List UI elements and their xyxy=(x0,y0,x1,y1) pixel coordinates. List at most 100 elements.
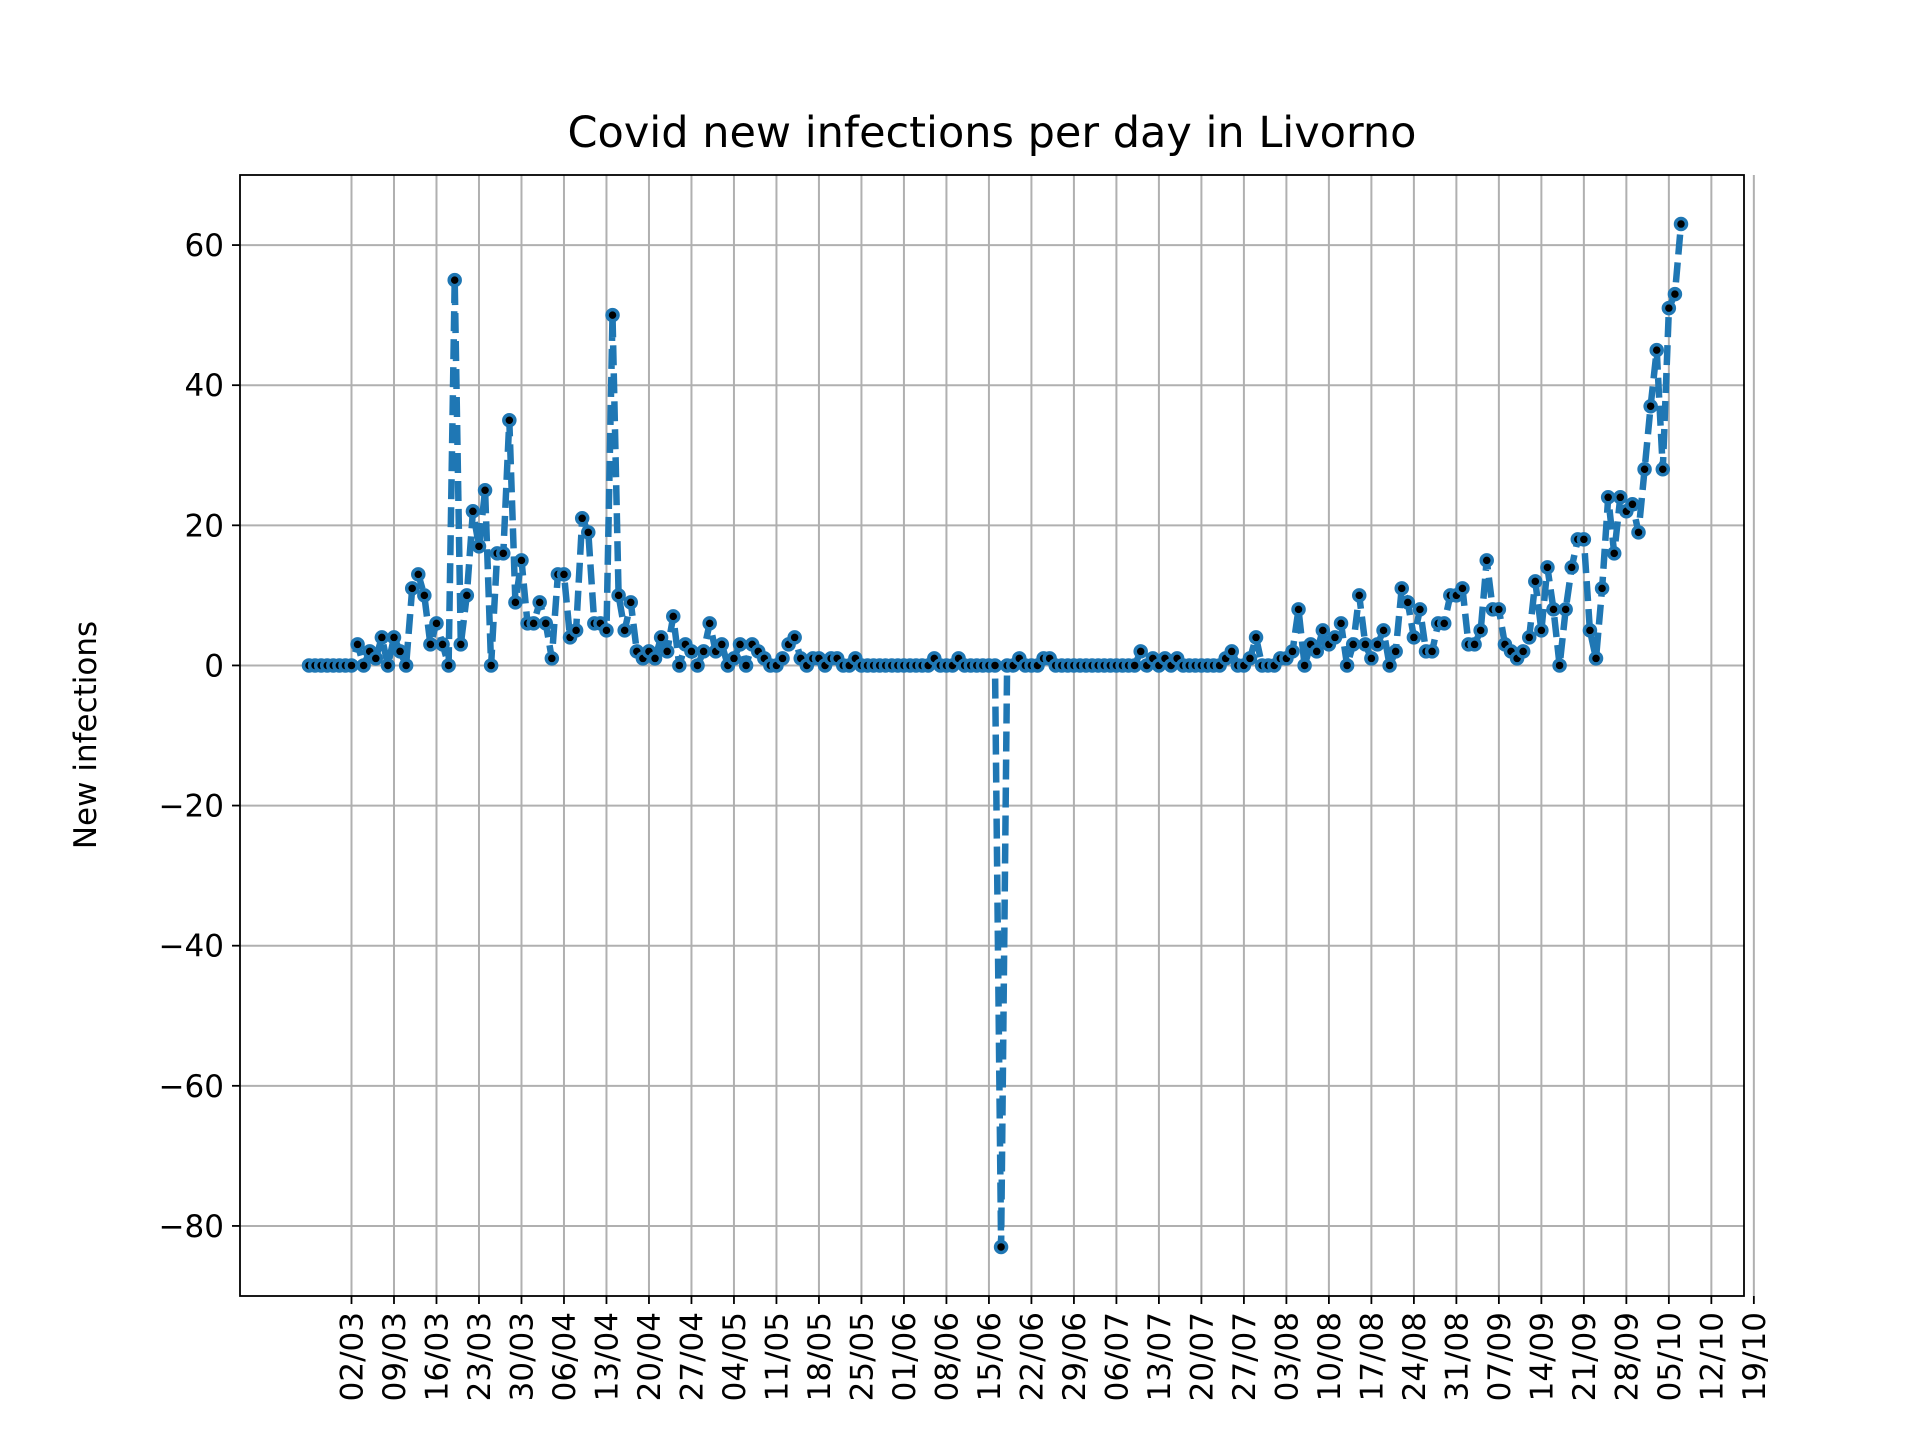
data-point xyxy=(1558,602,1573,617)
y-tick-label: −60 xyxy=(159,1069,224,1105)
data-point xyxy=(732,637,748,652)
x-tick-label: 25/05 xyxy=(844,1312,880,1401)
data-point xyxy=(1309,644,1325,659)
data-point xyxy=(380,658,396,673)
data-point xyxy=(1588,651,1604,666)
x-tick-label: 05/10 xyxy=(1652,1312,1688,1401)
data-point xyxy=(1370,637,1385,652)
data-point xyxy=(459,588,475,603)
data-point xyxy=(702,616,717,631)
data-point xyxy=(690,658,705,673)
data-point xyxy=(617,623,632,638)
x-tick-label: 22/06 xyxy=(1014,1312,1050,1401)
data-point xyxy=(1576,532,1592,547)
data-point xyxy=(1491,602,1507,617)
y-tick-label: 20 xyxy=(185,508,224,544)
data-point xyxy=(356,658,371,673)
data-point xyxy=(1600,490,1616,505)
x-tick-label: 01/06 xyxy=(887,1312,923,1401)
data-point xyxy=(1436,616,1452,631)
x-tick-label: 13/04 xyxy=(589,1312,625,1401)
data-point xyxy=(1327,630,1343,645)
data-point xyxy=(514,553,529,568)
x-tick-label: 19/10 xyxy=(1737,1312,1773,1401)
y-tick-label: 40 xyxy=(185,368,224,404)
data-point xyxy=(1540,560,1555,575)
data-point xyxy=(1358,637,1373,652)
data-point xyxy=(538,616,554,631)
x-tick-label: 15/06 xyxy=(972,1312,1008,1401)
data-point xyxy=(1631,525,1646,540)
data-point xyxy=(1242,651,1258,666)
data-point xyxy=(398,658,414,673)
data-point xyxy=(623,595,639,610)
data-point xyxy=(1333,616,1349,631)
data-point xyxy=(1224,644,1240,659)
data-point xyxy=(1667,286,1683,302)
data-point xyxy=(659,644,675,659)
plot-area-frame xyxy=(239,174,1745,1297)
x-tick-label: 02/03 xyxy=(334,1312,370,1401)
data-point xyxy=(1655,462,1671,477)
x-tick-label: 23/03 xyxy=(462,1312,498,1401)
data-point xyxy=(1528,574,1543,589)
data-point xyxy=(726,651,742,666)
data-point xyxy=(568,623,584,638)
x-tick-label: 24/08 xyxy=(1397,1312,1433,1401)
data-point xyxy=(368,651,384,666)
x-tick-label: 27/04 xyxy=(674,1312,710,1401)
data-point xyxy=(1406,630,1422,645)
data-point xyxy=(392,644,408,659)
data-point xyxy=(1248,630,1264,645)
data-point xyxy=(556,567,572,582)
data-point xyxy=(532,595,547,610)
x-tick-label: 09/03 xyxy=(377,1312,413,1401)
y-axis-label: New infections xyxy=(68,621,104,849)
data-point xyxy=(672,658,687,673)
data-point xyxy=(1455,581,1470,596)
x-tick-label: 30/03 xyxy=(504,1312,540,1401)
data-point xyxy=(1479,553,1494,568)
data-point xyxy=(1625,497,1640,512)
x-tick-label: 29/06 xyxy=(1057,1312,1093,1401)
data-point xyxy=(404,581,420,596)
data-point xyxy=(1546,602,1561,617)
data-point xyxy=(987,658,1003,673)
x-tick-label: 18/05 xyxy=(802,1312,838,1401)
x-tick-label: 06/04 xyxy=(547,1312,583,1401)
data-point xyxy=(386,630,402,645)
data-point xyxy=(502,412,517,428)
data-point xyxy=(526,616,541,631)
data-point xyxy=(1637,462,1652,477)
data-point xyxy=(1424,644,1440,659)
data-point xyxy=(1473,623,1488,638)
data-point xyxy=(1285,644,1300,659)
data-point xyxy=(1643,398,1658,414)
grid-layer xyxy=(240,175,1755,1296)
data-point xyxy=(544,651,560,666)
x-tick-label: 08/06 xyxy=(929,1312,965,1401)
data-point xyxy=(684,644,699,659)
data-point xyxy=(483,658,499,673)
data-point xyxy=(605,307,620,323)
data-point xyxy=(374,630,390,645)
x-tick-label: 28/09 xyxy=(1609,1312,1645,1401)
data-point xyxy=(1394,581,1409,596)
data-point xyxy=(581,525,596,540)
data-point xyxy=(1594,581,1610,596)
data-point xyxy=(1297,658,1312,673)
y-tick-label: 60 xyxy=(185,228,224,264)
data-point xyxy=(787,630,802,645)
data-point xyxy=(1127,658,1142,673)
x-tick-label: 17/08 xyxy=(1354,1312,1390,1401)
data-point xyxy=(1521,630,1537,645)
data-point xyxy=(1649,342,1664,358)
x-tick-label: 16/03 xyxy=(419,1312,455,1401)
data-point xyxy=(1400,595,1416,610)
data-point xyxy=(653,630,669,645)
data-point xyxy=(665,609,681,624)
data-point xyxy=(1133,644,1148,659)
x-tick-label: 06/07 xyxy=(1099,1312,1135,1401)
